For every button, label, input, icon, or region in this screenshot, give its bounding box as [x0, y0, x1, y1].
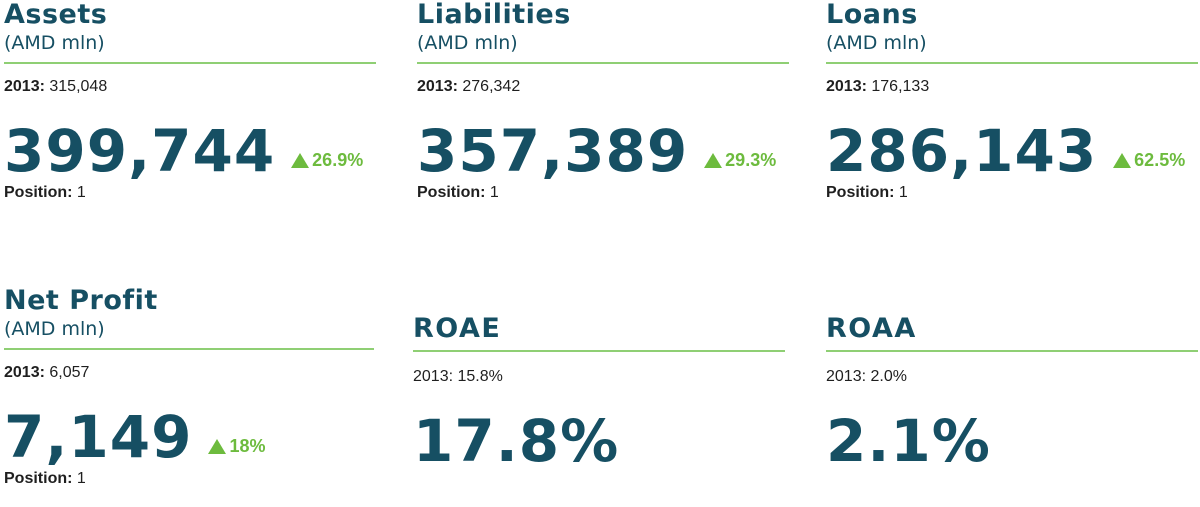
- triangle-up-icon: [1113, 152, 1132, 168]
- change-percent: 18%: [229, 436, 266, 456]
- position-value: 1: [489, 184, 499, 201]
- previous-year-label: 2013:: [4, 364, 45, 381]
- current-value-row: 399,744 26.9%: [4, 122, 376, 180]
- current-value: 399,744: [4, 117, 276, 185]
- previous-year-label: 2013:: [826, 78, 867, 95]
- divider: [826, 62, 1198, 64]
- current-value: 17.8%: [413, 407, 620, 475]
- position: Position: 1: [4, 184, 376, 202]
- card-unit: (AMD mln): [4, 32, 105, 54]
- card-title: ROAE: [413, 313, 502, 344]
- position-value: 1: [898, 184, 908, 201]
- position-value: 1: [76, 470, 86, 487]
- change-indicator: 18%: [208, 436, 266, 456]
- previous-year-value: 2013: 176,133: [826, 78, 1198, 96]
- change-percent: 29.3%: [725, 150, 777, 170]
- position: Position: 1: [826, 184, 1198, 202]
- previous-year-value: 2013: 276,342: [417, 78, 789, 96]
- current-value: 7,149: [4, 403, 193, 471]
- card-title: Net Profit: [4, 285, 158, 316]
- card-unit: (AMD mln): [417, 32, 518, 54]
- current-value-row: 286,143 62.5%: [826, 122, 1198, 180]
- divider: [4, 62, 376, 64]
- change-percent: 62.5%: [1134, 150, 1186, 170]
- position-label: Position:: [826, 184, 895, 201]
- roaa-card: ROAA 2013: 2.0% 2.1%: [826, 314, 1198, 470]
- previous-value-number: 276,342: [462, 78, 521, 95]
- previous-year-value: 2013: 15.8%: [413, 368, 503, 385]
- position-label: Position:: [4, 470, 73, 487]
- previous-value-number: 6,057: [49, 364, 90, 381]
- current-value: 357,389: [417, 117, 689, 185]
- current-value-row: 17.8%: [413, 412, 785, 470]
- divider: [826, 350, 1198, 352]
- current-value-row: 7,149 18%: [4, 408, 374, 466]
- previous-year-label: 2013:: [417, 78, 458, 95]
- current-value: 286,143: [826, 117, 1098, 185]
- previous-year-label: 2013:: [4, 78, 45, 95]
- divider: [413, 350, 785, 352]
- previous-value-number: 315,048: [49, 78, 108, 95]
- position-label: Position:: [4, 184, 73, 201]
- card-unit: (AMD mln): [826, 32, 927, 54]
- card-title: Assets: [4, 0, 108, 30]
- current-value-row: 357,389 29.3%: [417, 122, 789, 180]
- position-value: 1: [76, 184, 86, 201]
- card-unit: (AMD mln): [4, 318, 105, 340]
- change-percent: 26.9%: [312, 150, 364, 170]
- previous-value-number: 176,133: [871, 78, 930, 95]
- divider: [417, 62, 789, 64]
- card-title: Liabilities: [417, 0, 571, 30]
- position: Position: 1: [417, 184, 789, 202]
- previous-year-value: 2013: 6,057: [4, 364, 374, 382]
- triangle-up-icon: [291, 152, 310, 168]
- position: Position: 1: [4, 470, 374, 488]
- previous-year-value: 2013: 2.0%: [826, 368, 907, 385]
- change-indicator: 26.9%: [291, 150, 363, 170]
- triangle-up-icon: [208, 438, 227, 454]
- position-label: Position:: [417, 184, 486, 201]
- triangle-up-icon: [704, 152, 723, 168]
- card-title: ROAA: [826, 313, 917, 344]
- loans-card: Loans (AMD mln) 2013: 176,133 286,143 62…: [826, 0, 1198, 202]
- roae-card: ROAE 2013: 15.8% 17.8%: [413, 314, 785, 470]
- card-title: Loans: [826, 0, 918, 30]
- change-indicator: 62.5%: [1113, 150, 1185, 170]
- divider: [4, 348, 374, 350]
- previous-year-value: 2013: 315,048: [4, 78, 376, 96]
- net-profit-card: Net Profit (AMD mln) 2013: 6,057 7,149 1…: [4, 286, 374, 488]
- assets-card: Assets (AMD mln) 2013: 315,048 399,744 2…: [4, 0, 376, 202]
- liabilities-card: Liabilities (AMD mln) 2013: 276,342 357,…: [417, 0, 789, 202]
- current-value-row: 2.1%: [826, 412, 1198, 470]
- change-indicator: 29.3%: [704, 150, 776, 170]
- current-value: 2.1%: [826, 407, 991, 475]
